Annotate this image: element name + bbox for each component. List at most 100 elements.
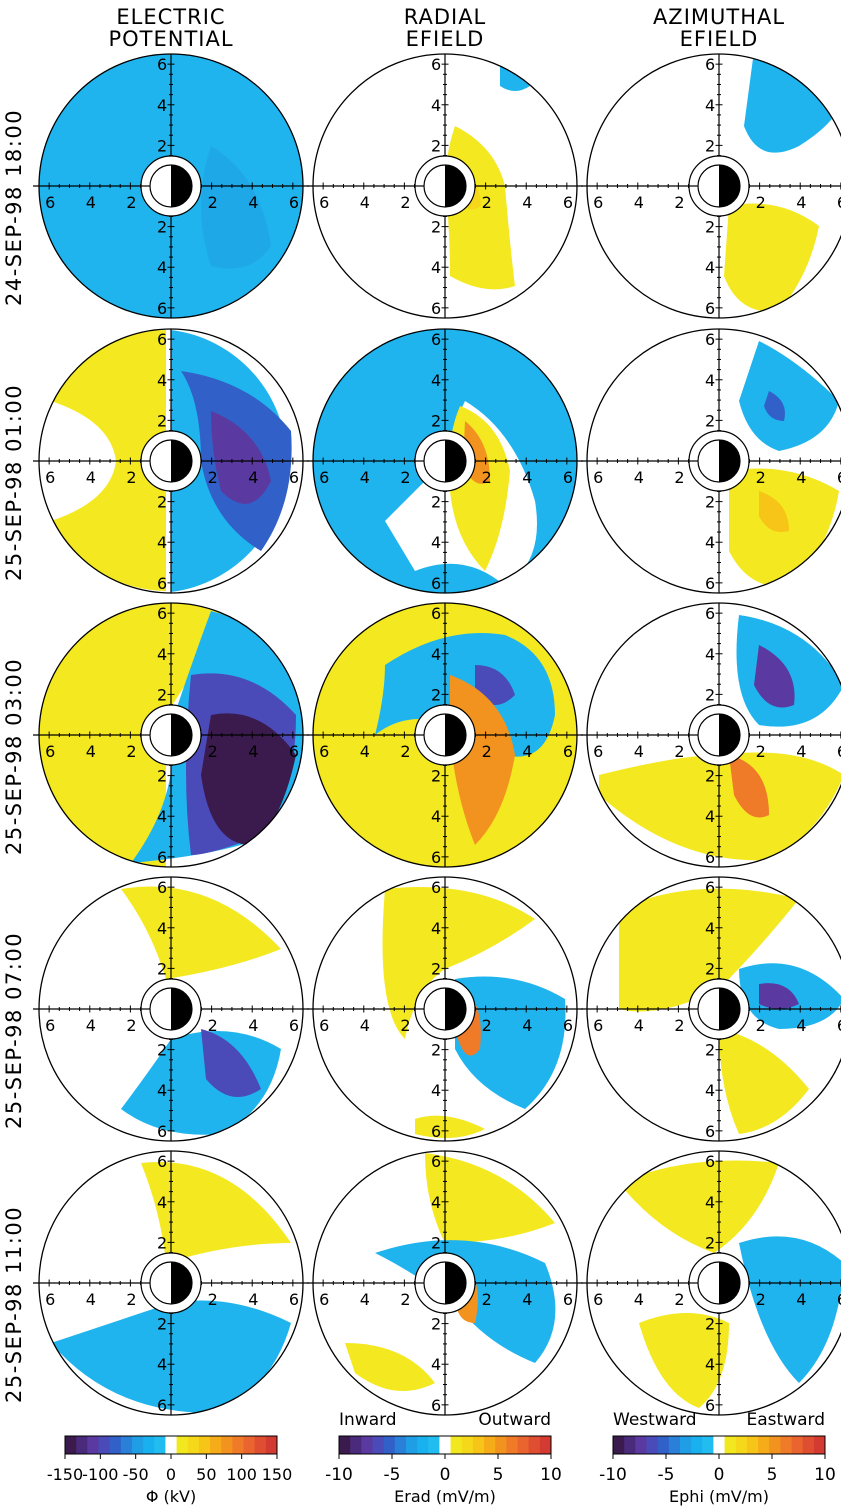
tick-label: 4	[522, 742, 532, 761]
colorbar-segment	[428, 1436, 440, 1454]
tick-label: 4	[705, 96, 715, 115]
tick-label: 4	[634, 468, 644, 487]
tick-label: 2	[157, 411, 167, 430]
tick-label: 6	[319, 1290, 329, 1309]
tick-label: 4	[634, 1016, 644, 1035]
polar-panel: 2 2 2 2 4 4 4 4 6 6 6 6	[307, 1150, 583, 1416]
tick-label: 2	[431, 411, 441, 430]
colorbar-tick-label: -100	[82, 1465, 118, 1484]
tick-label: 6	[563, 1016, 573, 1035]
colorbar-segment	[802, 1436, 815, 1454]
tick-label: 6	[705, 55, 715, 74]
tick-label: 2	[674, 1290, 684, 1309]
tick-label: 6	[837, 468, 841, 487]
tick-label: 2	[705, 767, 715, 786]
tick-label: 4	[796, 742, 806, 761]
earth-night-side	[445, 714, 466, 756]
tick-label: 4	[796, 1016, 806, 1035]
tick-label: 2	[208, 742, 218, 761]
tick-label: 6	[157, 1396, 167, 1415]
tick-label: 2	[400, 468, 410, 487]
contour-region	[121, 886, 281, 979]
colorbar-segment	[813, 1436, 826, 1454]
row-time-label: 25-SEP-98 07:00	[2, 931, 26, 1129]
colorbar-segment	[265, 1436, 278, 1454]
contour-region	[759, 983, 799, 1009]
tick-label: 2	[400, 742, 410, 761]
tick-label: 2	[157, 218, 167, 237]
colorbar-segment	[780, 1436, 793, 1454]
tick-label: 4	[796, 193, 806, 212]
colorbar-segment	[198, 1436, 211, 1454]
tick-label: 2	[431, 959, 441, 978]
colorbar-segment	[506, 1436, 519, 1454]
colorbar-segment	[131, 1436, 144, 1454]
tick-label: 4	[431, 1355, 441, 1374]
tick-label: 4	[360, 742, 370, 761]
colorbar-segment	[791, 1436, 804, 1454]
colorbar-segment	[495, 1436, 507, 1454]
tick-label: 6	[157, 878, 167, 897]
colorbar-segment	[746, 1436, 759, 1454]
colorbar-segment	[702, 1436, 714, 1454]
tick-label: 4	[431, 919, 441, 938]
contour-region	[211, 411, 271, 504]
row-time-label: 24-SEP-98 18:00	[2, 108, 26, 306]
tick-label: 2	[674, 742, 684, 761]
colorbar-tick-label: -5	[384, 1465, 401, 1485]
colorbar-segment	[120, 1436, 133, 1454]
tick-label: 2	[157, 493, 167, 512]
tick-label: 6	[45, 1016, 55, 1035]
tick-label: 4	[157, 645, 167, 664]
column-title: RADIAL EFIELD	[403, 5, 487, 51]
colorbar-title: Erad (mV/m)	[394, 1487, 496, 1506]
colorbar-tick-label: 10	[540, 1465, 562, 1485]
tick-label: 2	[208, 1016, 218, 1035]
polar-panel: 2 2 2 2 4 4 4 4 6 6 6 6	[33, 602, 309, 868]
contour-region	[754, 645, 795, 708]
contour-region	[415, 1115, 485, 1138]
colorbar-segment	[735, 1436, 748, 1454]
tick-label: 4	[248, 468, 258, 487]
tick-label: 6	[837, 1016, 841, 1035]
tick-label: 6	[431, 299, 441, 318]
colorbar-segment	[176, 1436, 189, 1454]
tick-label: 4	[431, 807, 441, 826]
earth-night-side	[445, 988, 466, 1030]
tick-label: 4	[431, 258, 441, 277]
colorbar-tick-label: 0	[440, 1465, 451, 1485]
tick-label: 6	[157, 330, 167, 349]
colorbar-segment	[243, 1436, 256, 1454]
tick-label: 2	[400, 1290, 410, 1309]
earth-night-side	[719, 988, 740, 1030]
tick-label: 2	[208, 468, 218, 487]
row-time-label: 25-SEP-98 11:00	[2, 1205, 26, 1403]
tick-label: 6	[705, 1152, 715, 1171]
colorbar-title: Φ (kV)	[146, 1487, 196, 1506]
tick-label: 2	[431, 1315, 441, 1334]
tick-label: 4	[634, 193, 644, 212]
tick-label: 6	[431, 1152, 441, 1171]
tick-label: 6	[705, 604, 715, 623]
colorbar-segment	[98, 1436, 111, 1454]
tick-label: 4	[157, 533, 167, 552]
colorbar-segment	[724, 1436, 737, 1454]
tick-label: 4	[705, 533, 715, 552]
tick-label: 6	[289, 1016, 299, 1035]
tick-label: 2	[431, 218, 441, 237]
tick-label: 2	[705, 1233, 715, 1252]
tick-label: 2	[126, 742, 136, 761]
tick-label: 4	[522, 193, 532, 212]
colorbar-right-word: Outward	[478, 1410, 551, 1430]
contour-region	[619, 888, 799, 1012]
tick-label: 6	[431, 1396, 441, 1415]
tick-label: 2	[157, 136, 167, 155]
tick-label: 4	[248, 193, 258, 212]
tick-label: 4	[157, 371, 167, 390]
tick-label: 6	[157, 848, 167, 867]
earth-night-side	[171, 1262, 192, 1304]
contour-region	[455, 976, 566, 1109]
tick-label: 2	[400, 1016, 410, 1035]
tick-label: 4	[86, 193, 96, 212]
contour-region	[201, 713, 296, 845]
